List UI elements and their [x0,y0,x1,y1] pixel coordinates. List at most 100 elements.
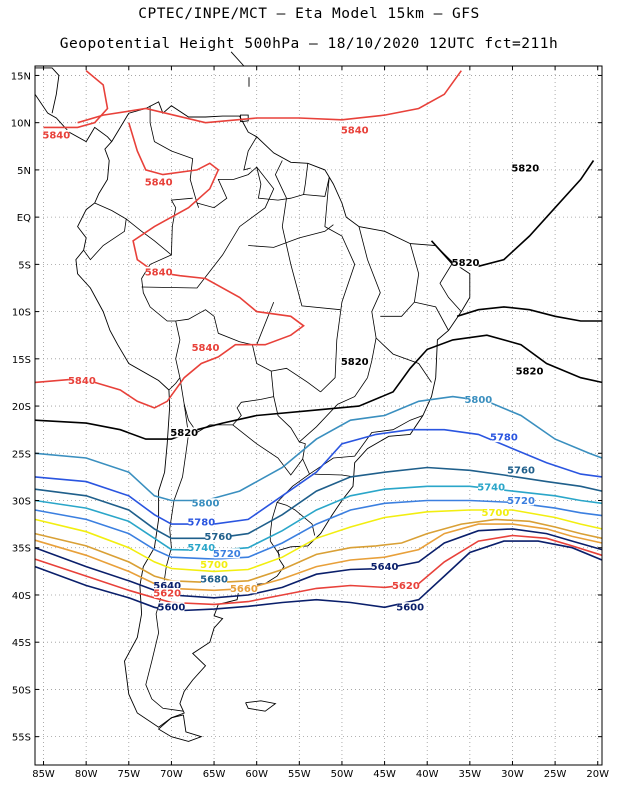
contour-label: 5640 [371,562,399,573]
coastline-and-borders [34,51,471,742]
contour-label-bg [188,542,215,553]
lon-tick-label: 65W [203,769,226,780]
contour-label: 5640 [153,581,181,592]
contour-label-bg [490,432,517,443]
lon-tick-label: 40W [416,769,439,780]
contour-labels: 5840 5840 5840 5840 5840 5840 5820 5820 5820 5820… [42,125,543,614]
lon-tick-label: 55W [288,769,311,780]
lon-tick-label: 45W [373,769,396,780]
contour-line [77,70,462,124]
contour-label: 5840 [145,267,173,278]
contour-label: 5720 [213,549,241,560]
contour-label-bg [205,531,232,542]
contour-label-bg [158,602,185,613]
lon-tick-label: 35W [459,769,482,780]
axis-ticks: 15N 10N 5N EQ 5S 10S 15S 20S 25S 30S 35S 40S 45S 50S 5… [11,66,609,780]
political-border [232,424,304,476]
lat-tick-label: 15N [11,71,31,82]
contour-label-bg [201,573,228,584]
political-border [196,166,330,209]
contour-label: 5600 [157,603,185,614]
contour-line [34,528,603,599]
contour-label-bg [213,548,240,559]
contour-label: 5820 [511,163,539,174]
political-border [281,198,341,311]
contour-label: 5600 [396,603,424,614]
contour-label: 5800 [192,499,220,510]
contour-label-bg [188,517,215,528]
contour-label: 5840 [42,130,70,141]
contour-label: 5820 [516,366,544,377]
lat-tick-label: 10S [12,308,31,319]
contour-label-bg [516,365,543,376]
contour-line [34,122,305,409]
contour-label-bg [482,507,509,518]
contour-label-bg [43,129,70,140]
political-border [271,367,321,393]
contour-label-bg [145,266,172,277]
contour-label: 5780 [490,433,518,444]
lon-tick-label: 85W [32,769,55,780]
contour-line [34,509,603,573]
contour-label: 5780 [187,518,215,529]
contour-label: 5840 [192,343,220,354]
political-border [358,226,381,378]
coastline [240,114,249,123]
contour-line [34,428,603,525]
political-border [168,320,181,391]
lat-tick-label: 40S [12,591,31,602]
contour-line [34,518,603,584]
contour-label-bg [371,561,398,572]
coastline [245,700,277,712]
contour-label-bg [192,342,219,353]
contour-label-bg [508,495,534,506]
title-line-1: CPTEC/INPE/MCT – Eta Model 15km – GFS [138,6,480,22]
contour-label-bg [452,257,479,268]
lat-tick-label: 5S [18,260,31,271]
contour-label: 5680 [200,574,228,585]
political-border [309,415,424,475]
title-line-2: Geopotential Height 500hPa – 18/10/2020 … [59,36,559,52]
contour-label-bg [192,498,219,509]
coastline [35,67,60,114]
contour-line [456,306,602,322]
lat-tick-label: 20S [12,402,31,413]
political-border [141,166,275,289]
lon-tick-label: 75W [117,769,140,780]
political-border [179,377,274,434]
contour-label: 5820 [341,357,369,368]
lat-tick-label: 50S [12,685,31,696]
political-border [175,309,316,536]
coastline [34,94,113,143]
contour-label-bg [68,375,95,386]
contour-label-bg [145,177,172,188]
contour-label: 5820 [452,258,480,269]
contour-label: 5840 [145,178,173,189]
coastline [157,714,203,742]
contour-line [34,540,603,612]
contour-line [43,70,109,129]
political-border [274,160,287,199]
contour-label: 5760 [204,532,232,543]
political-border [125,197,193,256]
lon-tick-label: 50W [331,769,354,780]
political-border [141,254,176,322]
contour-label-bg [465,394,492,405]
contour-label: 5620 [153,588,181,599]
contour-label: 5620 [392,581,420,592]
lat-tick-label: 5N [17,166,31,177]
political-border [414,301,449,331]
contour-label: 5720 [507,496,535,507]
political-border [256,301,275,345]
political-border [149,105,200,208]
contour-label-bg [230,583,257,594]
lon-tick-label: 80W [75,769,98,780]
contour-label-bg [512,162,539,173]
contour-line [34,485,603,552]
political-border [375,337,432,383]
lon-tick-label: 30W [501,769,524,780]
map-frame [34,65,603,766]
lat-tick-label: EQ [17,213,31,224]
political-border [439,262,462,312]
